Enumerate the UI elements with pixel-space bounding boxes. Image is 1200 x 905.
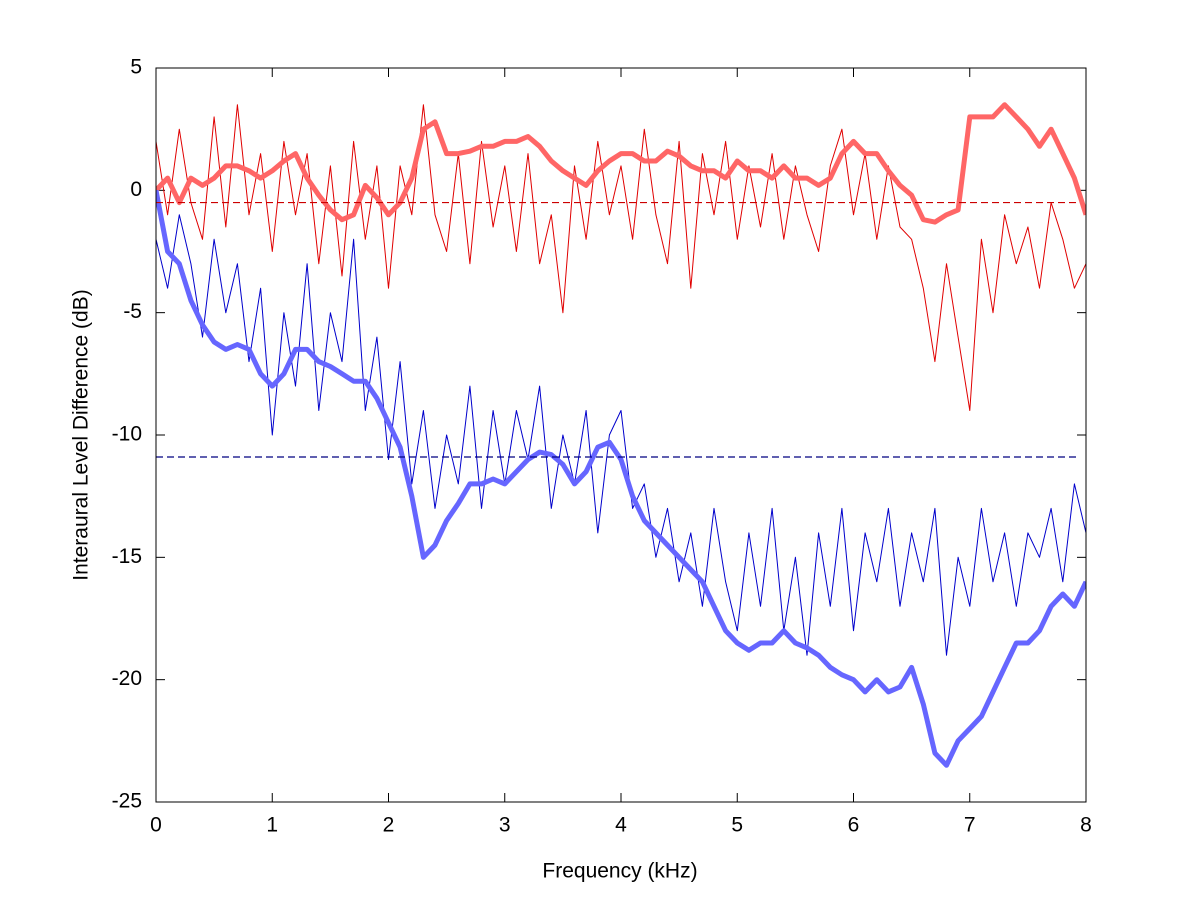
plot-frame <box>155 67 1087 803</box>
y-tick-label: -25 <box>112 790 142 813</box>
x-tick-label: 6 <box>848 814 860 837</box>
y-tick-label: 0 <box>130 178 142 201</box>
y-tick-label: -5 <box>123 300 142 323</box>
x-tick-label: 7 <box>964 814 976 837</box>
x-tick-label: 8 <box>1080 814 1092 837</box>
y-tick-label: 5 <box>130 56 142 79</box>
line-series <box>156 189 1086 768</box>
line-series <box>156 214 1086 656</box>
y-tick-label: -15 <box>112 545 142 568</box>
y-axis-label: Interaural Level Difference (dB) <box>70 289 93 580</box>
line-series <box>156 102 1086 225</box>
x-tick-label: 5 <box>731 814 743 837</box>
x-tick-label: 3 <box>499 814 511 837</box>
line-series <box>156 104 1086 411</box>
x-tick-label: 0 <box>150 814 162 837</box>
y-tick-label: -20 <box>112 667 142 690</box>
x-tick-label: 2 <box>383 814 395 837</box>
x-tick-label: 1 <box>266 814 278 837</box>
y-tick-label: -10 <box>112 423 142 446</box>
x-axis-label: Frequency (kHz) <box>542 860 697 883</box>
x-tick-label: 4 <box>615 814 627 837</box>
